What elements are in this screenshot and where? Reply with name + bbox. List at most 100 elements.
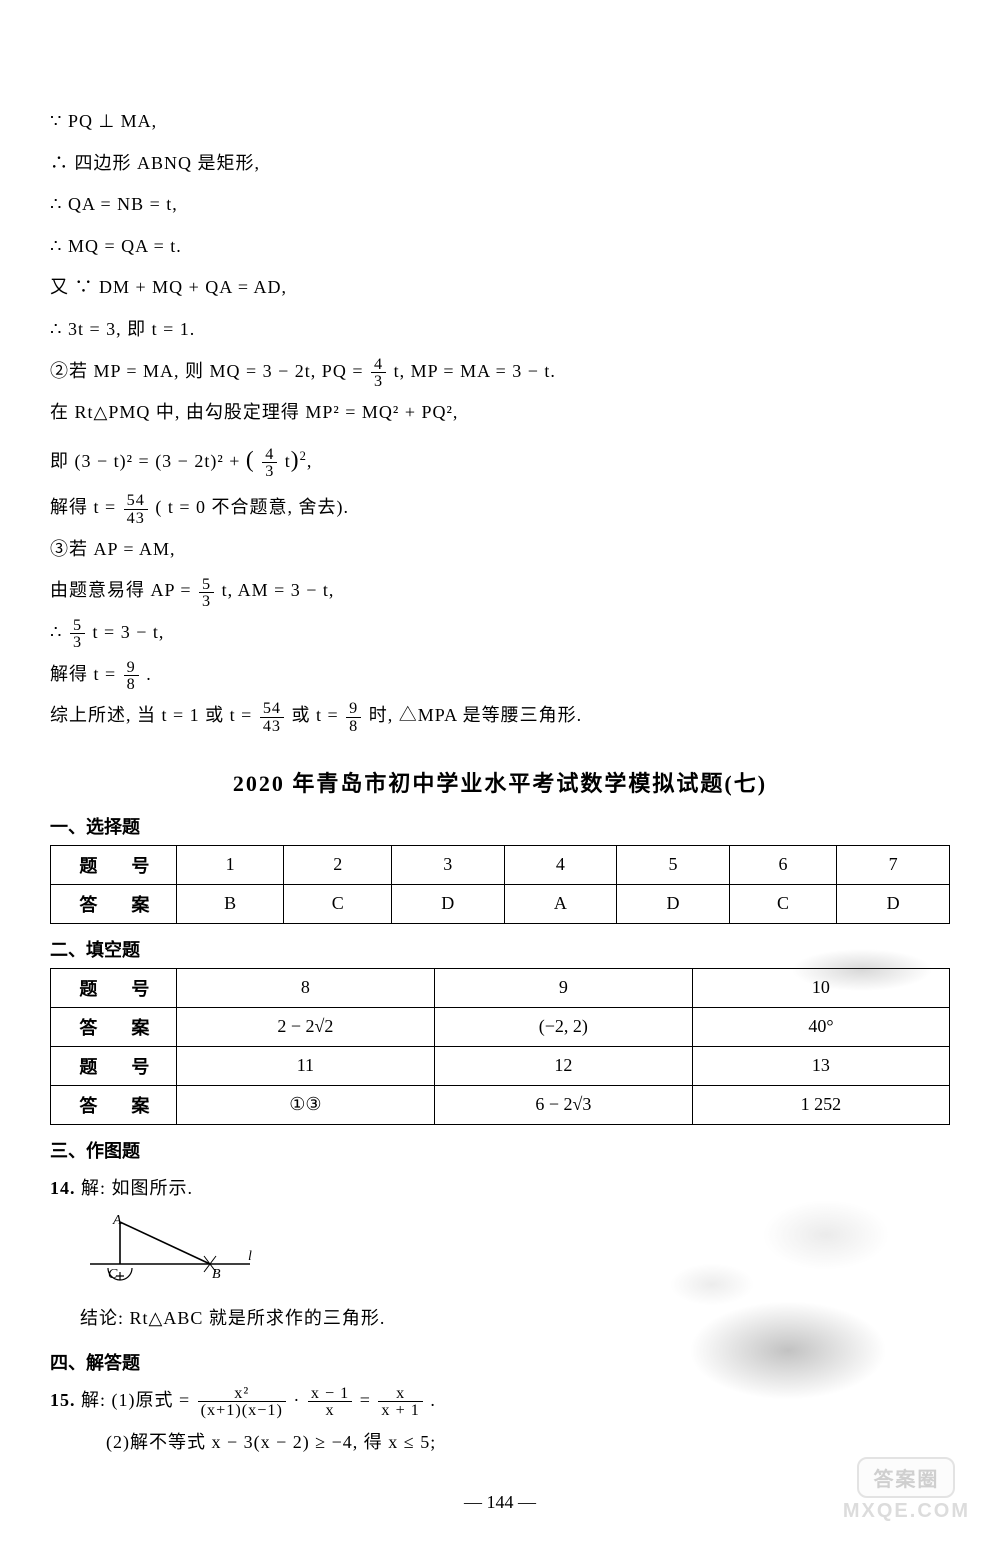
proof-line: ∴ QA = NB = t, [50,185,950,225]
fraction: 4 3 [371,356,386,389]
col-num: 10 [692,968,949,1007]
fraction-num: x [378,1385,422,1402]
proof-line: 又 ∵ DM + MQ + QA = AD, [50,268,950,308]
q15-part2: (2)解不等式 x − 3(x − 2) ≥ −4, 得 x ≤ 5; [106,1423,950,1463]
page-number: — 144 — [50,1492,950,1513]
section-one-heading: 一、选择题 [50,813,950,839]
section-four-heading: 四、解答题 [50,1349,950,1375]
answer-cell: C [284,884,392,923]
fill-blank-answer-table: 题 号 8 9 10 答 案 2 − 2√2 (−2, 2) 40° 题 号 1… [50,968,950,1125]
text-fragment: 时, △MPA 是等腰三角形. [369,705,582,725]
text-fragment: ∴ [50,622,68,642]
table-row: 题 号 1 2 3 4 5 6 7 [51,845,950,884]
table-row: 题 号 8 9 10 [51,968,950,1007]
row-header: 题 号 [51,1046,177,1085]
fraction: 5 3 [70,617,85,650]
fraction: x² (x+1)(x−1) [198,1385,286,1418]
col-num: 4 [504,845,617,884]
fraction: 9 8 [124,659,139,692]
answer-cell: ①③ [176,1085,434,1124]
fraction: 4 3 [262,446,277,479]
answer-cell: D [837,884,950,923]
table-row: 答 案 ①③ 6 − 2√3 1 252 [51,1085,950,1124]
fraction: x x + 1 [378,1385,422,1418]
question-number: 15. [50,1390,76,1410]
col-num: 5 [617,845,730,884]
answer-cell: 2 − 2√2 [176,1007,434,1046]
section-two-heading: 二、填空题 [50,936,950,962]
fraction-den: 8 [124,676,139,692]
fraction: 54 43 [124,492,148,525]
proof-line: ∴ 3t = 3, 即 t = 1. [50,310,950,350]
answer-cell: B [176,884,284,923]
fraction-den: 43 [260,718,284,734]
case-3-solve: 解得 t = 9 8 . [50,655,950,695]
fraction-num: 54 [260,700,284,717]
text-fragment: 由题意易得 AP = [50,580,197,600]
fraction-num: 4 [262,446,277,463]
q14-line: 14. 解: 如图所示. [50,1169,950,1209]
col-num: 1 [176,845,284,884]
answer-cell: A [504,884,617,923]
summary-line: 综上所述, 当 t = 1 或 t = 54 43 或 t = 9 8 时, △… [50,696,950,736]
fraction-num: x − 1 [308,1385,352,1402]
svg-text:A: A [112,1214,122,1228]
text-fragment: 或 t = [292,705,345,725]
fraction: x − 1 x [308,1385,352,1418]
choice-answer-table: 题 号 1 2 3 4 5 6 7 答 案 B C D A D C D [50,845,950,924]
col-num: 2 [284,845,392,884]
proof-line: ∴ MQ = QA = t. [50,227,950,267]
page: ∵ PQ ⊥ MA, ∴ 四边形 ABNQ 是矩形, ∴ QA = NB = t… [0,0,1000,1553]
col-num: 9 [434,968,692,1007]
fraction-den: x [308,1402,352,1418]
text-fragment: t, MP = MA = 3 − t. [394,361,556,381]
table-row: 答 案 B C D A D C D [51,884,950,923]
text-fragment: 即 (3 − t)² = (3 − 2t)² + [50,451,246,471]
svg-text:C: C [108,1267,118,1282]
fraction: 5 3 [199,576,214,609]
fraction-num: 9 [124,659,139,676]
col-num: 8 [176,968,434,1007]
fraction: 9 8 [346,700,361,733]
answer-cell: C [729,884,837,923]
fraction-den: 43 [124,510,148,526]
case-2-line-2: 在 Rt△PMQ 中, 由勾股定理得 MP² = MQ² + PQ², [50,393,950,433]
text-fragment: t = 3 − t, [93,622,165,642]
row-header: 题 号 [51,845,177,884]
section-three-heading: 三、作图题 [50,1137,950,1163]
answer-cell: D [617,884,730,923]
row-header: 题 号 [51,968,177,1007]
text-fragment: t, AM = 3 − t, [222,580,335,600]
text-fragment: . [430,1390,436,1410]
case-3-head: ③若 AP = AM, [50,530,950,570]
text-fragment: ②若 MP = MA, 则 MQ = 3 − 2t, PQ = [50,361,369,381]
row-header: 答 案 [51,1007,177,1046]
fraction-num: 5 [70,617,85,634]
row-header: 答 案 [51,884,177,923]
case-3-equation: ∴ 5 3 t = 3 − t, [50,613,950,653]
construction-figure: A B C l [80,1214,950,1289]
text-fragment: = [360,1390,377,1410]
fraction-num: 5 [199,576,214,593]
proof-line: ∴ 四边形 ABNQ 是矩形, [50,144,950,184]
col-num: 11 [176,1046,434,1085]
question-number: 14. [50,1178,76,1198]
text-fragment: · [293,1390,306,1410]
q14-text: 解: 如图所示. [81,1178,193,1198]
fraction-den: 8 [346,718,361,734]
table-row: 题 号 11 12 13 [51,1046,950,1085]
text-fragment: . [146,664,152,684]
exam-title: 2020 年青岛市初中学业水平考试数学模拟试题(七) [50,766,950,798]
case-2-equation: 即 (3 − t)² = (3 − 2t)² + ( 4 3 t)2, [50,435,950,486]
col-num: 13 [692,1046,949,1085]
fraction-den: x + 1 [378,1402,422,1418]
case-2-solve: 解得 t = 54 43 ( t = 0 不合题意, 舍去). [50,488,950,528]
proof-line: ∵ PQ ⊥ MA, [50,102,950,142]
text-fragment: 解得 t = [50,664,122,684]
answer-cell: 1 252 [692,1085,949,1124]
text-fragment: ( t = 0 不合题意, 舍去). [155,497,349,517]
watermark-url: MXQE.COM [843,1500,970,1523]
case-3-line: 由题意易得 AP = 5 3 t, AM = 3 − t, [50,571,950,611]
fraction-num: 4 [371,356,386,373]
watermark: 答案圈 MXQE.COM [843,1457,970,1523]
